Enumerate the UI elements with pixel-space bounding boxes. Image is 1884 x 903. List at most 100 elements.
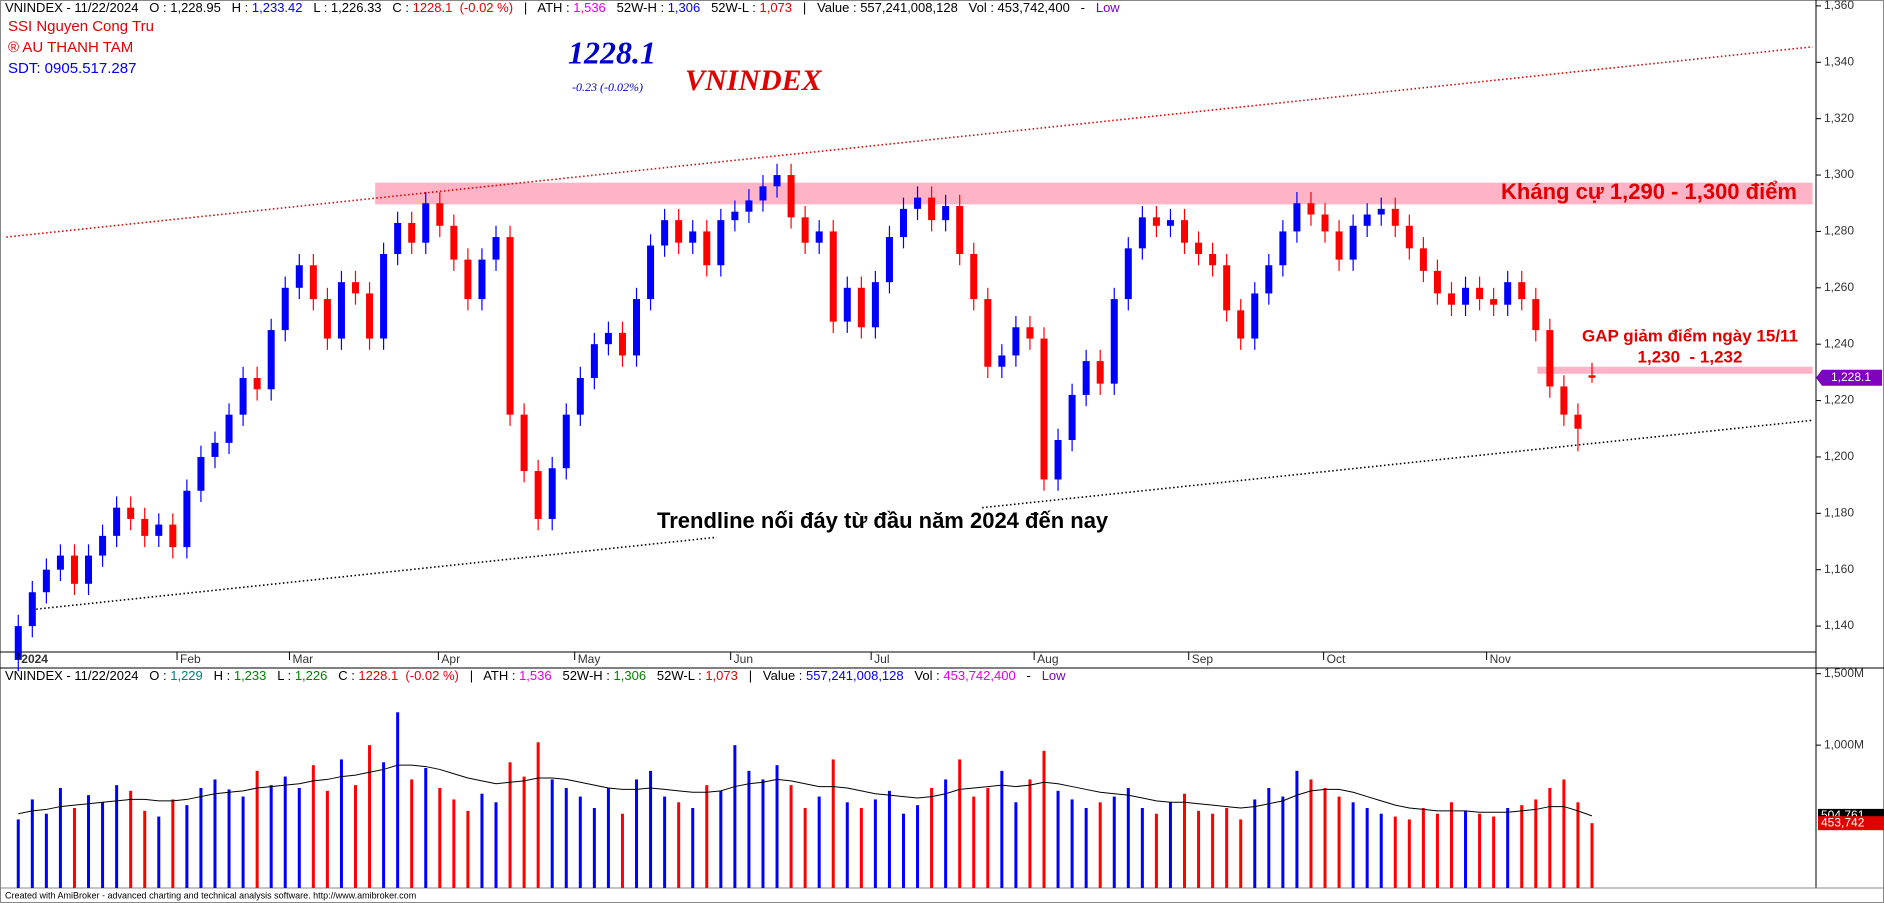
watermark-line: ® AU THANH TAM	[8, 39, 133, 56]
header-segment: C :	[382, 0, 413, 15]
y-tick-label: 1,280	[1824, 224, 1854, 238]
header-segment: 1,229	[170, 668, 203, 683]
header-segment: 1,073	[759, 0, 792, 15]
volume-bar	[705, 785, 709, 888]
volume-bar	[1154, 813, 1158, 888]
volume-bar	[1098, 802, 1102, 888]
volume-bar	[1197, 810, 1201, 888]
volume-bar	[761, 779, 765, 888]
candle-body	[183, 490, 191, 548]
candle-body	[85, 555, 93, 584]
candle-body	[239, 378, 247, 415]
header-segment: L :	[303, 0, 331, 15]
header-segment: Vol :	[904, 668, 944, 683]
x-tick-label: Mar	[292, 652, 313, 666]
candle-body	[604, 332, 612, 345]
header-segment: 1,233.42	[252, 0, 303, 15]
header-segment: | Value : 557,241,008,128 Vol : 453,742,…	[792, 0, 1096, 15]
footer: Created with AmiBroker - advanced charti…	[5, 890, 416, 900]
header-segment: 557,241,008,128	[806, 668, 904, 683]
volume-bar	[382, 762, 386, 888]
candle-body	[337, 282, 345, 339]
candle-body	[1377, 208, 1385, 215]
candle-body	[1223, 265, 1231, 311]
volume-bar	[930, 788, 934, 888]
volume-bar	[592, 808, 596, 888]
candle-body	[1209, 253, 1217, 266]
candle-body	[1166, 220, 1174, 226]
header-segment: 1228.1 (-0.02 %)	[413, 0, 513, 15]
candle-body	[1124, 248, 1132, 300]
candle-body	[1012, 327, 1020, 356]
x-tick-label: Nov	[1490, 652, 1511, 666]
candle-body	[1391, 208, 1399, 226]
volume-bar	[297, 788, 301, 888]
zone	[1537, 366, 1813, 374]
candle-body	[618, 332, 626, 356]
end-label: 453,742	[1821, 815, 1865, 829]
candle-body	[773, 175, 781, 187]
volume-bar	[396, 712, 400, 888]
volume-bar	[747, 770, 751, 888]
header-segment: 1,226.33	[331, 0, 382, 15]
trendlines	[6, 45, 1813, 610]
volume-bar	[424, 768, 428, 888]
volume-bar	[1126, 788, 1130, 888]
candle-body	[885, 237, 893, 283]
volume-bar	[1393, 816, 1397, 888]
volume-bar	[1548, 788, 1552, 888]
volume-bar	[691, 808, 695, 888]
header-segment: 1,233	[234, 668, 267, 683]
candle-body	[829, 231, 837, 322]
candle-body	[1335, 231, 1343, 260]
gap-label: 1,230 - 1,232	[1638, 347, 1743, 366]
candle-body	[436, 203, 444, 226]
candle-body	[534, 471, 542, 519]
volume-bar	[1281, 796, 1285, 888]
y-tick-label: 1,160	[1824, 562, 1854, 576]
trendline	[6, 45, 1813, 238]
x-tick-label: 2024	[21, 652, 48, 666]
candle-body	[211, 442, 219, 457]
candle-body	[408, 222, 416, 243]
volume-bar	[859, 808, 863, 888]
candle-body	[871, 282, 879, 328]
volume-bar	[1183, 793, 1187, 888]
volume-bar	[339, 759, 343, 888]
candle-body	[899, 208, 907, 238]
volume-bar	[1506, 808, 1510, 888]
candle-body	[1433, 270, 1441, 294]
y-tick-label: 1,220	[1824, 393, 1854, 407]
x-tick-label: Aug	[1037, 652, 1058, 666]
volume-bar	[1112, 796, 1116, 888]
candle-body	[492, 237, 500, 260]
volume-bar	[733, 745, 737, 888]
volume-bar	[101, 802, 105, 888]
volume-bar	[1464, 810, 1468, 888]
candle-body	[450, 225, 458, 260]
candle-body	[1419, 248, 1427, 271]
volume-bar	[353, 785, 357, 888]
candle-body	[717, 220, 725, 266]
volume-bar	[325, 790, 329, 888]
y-tick-label: 1,500M	[1824, 666, 1864, 680]
resistance-label: Kháng cự 1,290 - 1,300 điểm	[1501, 179, 1797, 204]
candle-body	[281, 287, 289, 331]
volume-bar	[522, 776, 526, 888]
volume-bar	[1253, 799, 1257, 888]
volume-bar	[1239, 819, 1243, 888]
header-segment: 1,226	[295, 668, 328, 683]
x-tick-label: May	[578, 652, 601, 666]
volume-bar	[831, 759, 835, 888]
x-tick-label: Jul	[874, 652, 889, 666]
volume-bar	[606, 788, 610, 888]
candle-body	[1195, 242, 1203, 254]
candle-body	[562, 414, 570, 469]
header-segment: 1,073	[705, 668, 738, 683]
volume-bar	[536, 742, 540, 888]
y-tick-label: 1,260	[1824, 280, 1854, 294]
header-segment: 1,536	[519, 668, 552, 683]
y-tick-label: 1,140	[1824, 618, 1854, 632]
volume-bar	[157, 816, 161, 888]
volume-bar	[1070, 799, 1074, 888]
